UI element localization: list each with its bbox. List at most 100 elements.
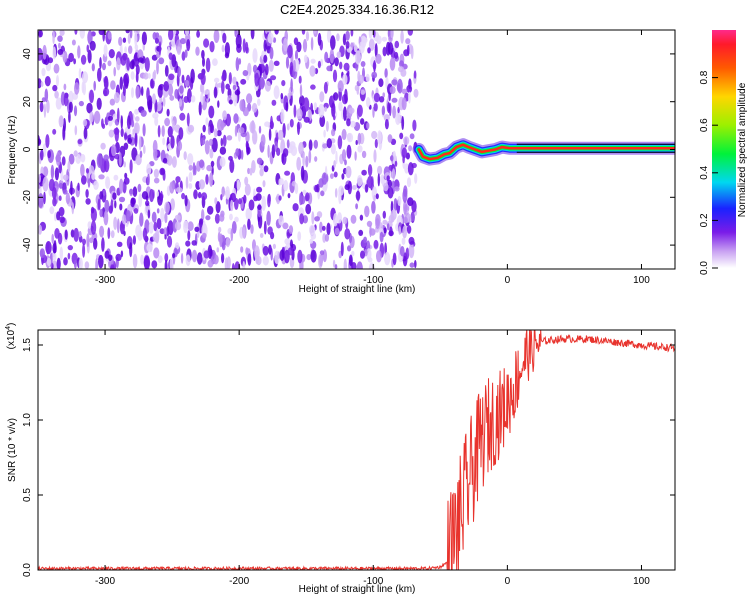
noise-speckle xyxy=(407,197,414,207)
noise-speckle xyxy=(262,245,269,256)
noise-speckle xyxy=(178,98,183,107)
noise-speckle xyxy=(202,220,206,231)
noise-speckle xyxy=(219,156,226,168)
noise-speckle xyxy=(166,155,173,166)
noise-speckle xyxy=(161,125,165,137)
noise-speckle xyxy=(279,249,285,261)
noise-speckle xyxy=(390,155,394,162)
noise-speckle xyxy=(296,156,302,171)
noise-speckle xyxy=(355,190,361,201)
noise-speckle xyxy=(82,119,88,127)
noise-speckle xyxy=(167,220,174,236)
noise-speckle xyxy=(271,144,276,159)
noise-speckle xyxy=(408,236,415,245)
noise-speckle xyxy=(267,144,270,158)
noise-speckle xyxy=(360,118,365,125)
noise-speckle xyxy=(247,253,252,266)
noise-speckle xyxy=(387,42,394,55)
noise-speckle xyxy=(283,179,289,192)
noise-speckle xyxy=(95,258,98,269)
noise-speckle xyxy=(57,232,63,245)
noise-speckle xyxy=(113,216,118,230)
noise-speckle xyxy=(192,162,196,176)
noise-speckle xyxy=(157,35,163,47)
noise-speckle xyxy=(336,51,342,58)
noise-speckle xyxy=(252,64,258,73)
noise-speckle xyxy=(147,209,151,219)
noise-speckle xyxy=(168,52,173,60)
noise-speckle xyxy=(175,176,181,183)
noise-speckle xyxy=(394,186,400,192)
colorbar-tick-label: 0.2 xyxy=(699,213,710,227)
noise-speckle xyxy=(205,57,211,73)
noise-speckle xyxy=(264,121,271,127)
noise-speckle xyxy=(383,114,390,122)
noise-speckle xyxy=(141,31,147,45)
noise-speckle xyxy=(54,90,59,99)
noise-speckle xyxy=(303,54,308,64)
noise-speckle xyxy=(300,165,305,181)
noise-speckle xyxy=(414,173,418,184)
noise-speckle xyxy=(205,215,211,221)
noise-speckle xyxy=(150,78,155,89)
noise-speckle xyxy=(63,92,69,107)
noise-speckle xyxy=(191,240,197,246)
noise-speckle xyxy=(377,173,380,187)
noise-speckle xyxy=(80,163,85,177)
noise-speckle xyxy=(46,257,52,267)
noise-speckle xyxy=(210,160,215,167)
noise-speckle xyxy=(333,160,336,169)
noise-speckle xyxy=(311,211,315,225)
colorbar-tick-label: 0.6 xyxy=(699,118,710,132)
noise-speckle xyxy=(162,137,166,146)
bottom-y-tick-label: 0.0 xyxy=(22,563,33,577)
noise-speckle xyxy=(186,112,190,127)
noise-speckle xyxy=(85,189,89,198)
noise-speckle xyxy=(222,32,227,44)
noise-speckle xyxy=(199,83,203,93)
noise-speckle xyxy=(298,142,304,155)
noise-speckle xyxy=(213,30,220,43)
top-y-tick-label: 40 xyxy=(22,48,33,60)
noise-speckle xyxy=(277,129,284,141)
noise-speckle xyxy=(387,102,391,114)
colorbar-gradient xyxy=(712,30,736,268)
noise-speckle xyxy=(326,222,331,236)
noise-speckle xyxy=(268,59,274,72)
noise-speckle xyxy=(46,99,50,114)
noise-speckle xyxy=(219,233,223,248)
noise-speckle xyxy=(78,257,83,269)
noise-speckle xyxy=(151,211,157,223)
noise-speckle xyxy=(185,254,191,266)
noise-speckle xyxy=(333,114,336,121)
noise-speckle xyxy=(330,35,336,50)
noise-speckle xyxy=(280,108,285,123)
noise-speckle xyxy=(56,257,61,269)
noise-speckle xyxy=(185,240,191,247)
noise-speckle xyxy=(238,198,242,205)
noise-speckle xyxy=(394,51,399,59)
noise-speckle xyxy=(256,186,263,193)
noise-speckle xyxy=(403,216,408,224)
noise-speckle xyxy=(284,170,291,176)
noise-speckle xyxy=(407,30,413,36)
noise-speckle xyxy=(151,260,158,269)
noise-speckle xyxy=(377,165,383,175)
noise-speckle xyxy=(125,30,130,34)
noise-speckle xyxy=(183,151,187,161)
noise-speckle xyxy=(168,30,174,41)
noise-speckle xyxy=(301,30,306,35)
noise-speckle xyxy=(248,199,255,211)
noise-speckle xyxy=(406,177,412,188)
noise-speckle xyxy=(213,86,218,99)
noise-speckle xyxy=(245,247,249,256)
spectrogram-noise xyxy=(38,30,419,269)
noise-speckle xyxy=(172,120,175,132)
noise-speckle xyxy=(351,185,357,190)
noise-speckle xyxy=(77,45,81,59)
noise-speckle xyxy=(289,118,294,128)
noise-speckle xyxy=(221,44,225,53)
noise-speckle xyxy=(334,264,338,269)
noise-speckle xyxy=(129,242,133,258)
noise-speckle xyxy=(120,250,124,258)
